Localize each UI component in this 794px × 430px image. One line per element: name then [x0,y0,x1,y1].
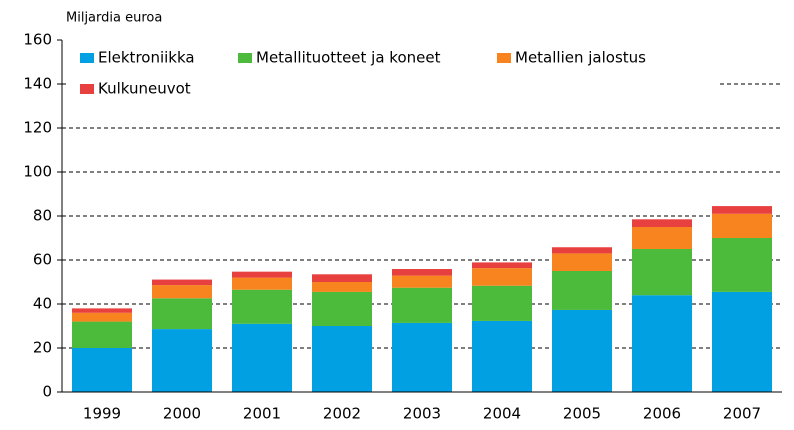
x-tick-label: 2005 [563,405,601,423]
y-tick-label: 60 [33,251,52,269]
legend-label: Metallituotteet ja koneet [256,49,441,67]
bar-segment [72,321,132,348]
x-tick-label: 2003 [403,405,441,423]
bar-segment [392,322,452,392]
bar-segment [232,277,292,290]
bar-segment [152,298,212,330]
legend-label: Kulkuneuvot [98,80,191,98]
x-tick-label: 2007 [723,405,761,423]
bar-segment [312,326,372,392]
bar-segment [632,249,692,296]
bar-segment [72,312,132,322]
bar-segment [72,308,132,313]
bar-segment [552,253,612,271]
bar-segment [152,279,212,286]
bar-segment [712,213,772,238]
legend-label: Metallien jalostus [515,49,646,67]
y-tick-label: 0 [42,383,52,401]
bar-segment [152,329,212,392]
x-tick-label: 2002 [323,405,361,423]
bar-segment [232,289,292,324]
y-tick-label: 80 [33,207,52,225]
bar-segment [472,320,532,392]
bar-segment [552,271,612,310]
bar-segment [712,291,772,392]
bar-segment [392,269,452,276]
y-tick-label: 140 [23,75,52,93]
x-tick-label: 2000 [163,405,201,423]
bar-segment [232,323,292,392]
bar-segment [232,271,292,278]
bar-segment [712,206,772,214]
y-axis-label: Miljardia euroa [66,11,162,26]
bar-segment [632,295,692,392]
bar-segment [712,238,772,292]
bar-segment [72,348,132,392]
bar-segment [632,227,692,249]
bar-segment [152,285,212,299]
legend-box [68,44,718,102]
y-tick-label: 120 [23,119,52,137]
bar-segment [552,247,612,254]
x-tick-label: 2006 [643,405,681,423]
bar-segment [552,309,612,392]
legend-swatch [497,53,511,63]
y-tick-label: 160 [23,31,52,49]
x-tick-label: 2004 [483,405,521,423]
bar-segment [312,282,372,292]
bar-segment [472,285,532,321]
bar-segment [472,262,532,269]
legend-swatch [80,84,94,94]
y-tick-label: 20 [33,339,52,357]
bar-segment [312,291,372,326]
legend-swatch [80,53,94,63]
y-tick-label: 100 [23,163,52,181]
x-tick-label: 1999 [83,405,121,423]
legend-label: Elektroniikka [98,49,195,67]
bar-segment [472,268,532,286]
x-tick-label: 2001 [243,405,281,423]
y-tick-label: 40 [33,295,52,313]
bar-segment [632,219,692,227]
bar-segment [392,275,452,288]
bar-segment [392,287,452,323]
bar-segment [312,274,372,282]
legend-swatch [238,53,252,63]
